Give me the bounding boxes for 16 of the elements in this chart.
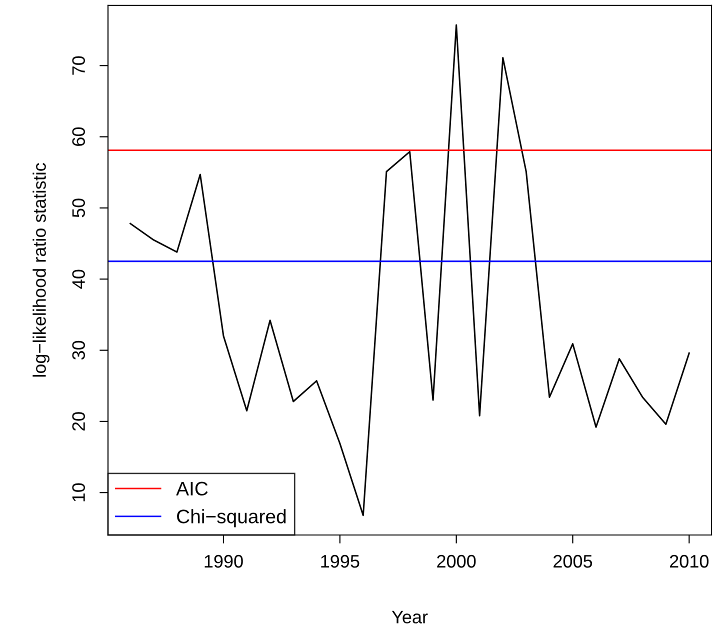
y-tick-label: 30: [72, 340, 85, 360]
x-axis-title: Year: [392, 610, 428, 624]
x-tick-label: 1990: [204, 554, 243, 568]
y-tick-label: 10: [72, 483, 85, 502]
legend-label: AIC: [176, 482, 208, 496]
y-tick-label: 70: [72, 56, 85, 75]
x-tick-label: 2010: [670, 554, 709, 568]
legend-label: Chi−squared: [177, 509, 286, 528]
y-tick-label: 50: [72, 198, 85, 218]
y-tick-label: 20: [72, 412, 85, 431]
y-tick-label: 40: [72, 270, 85, 289]
x-tick-label: 1995: [321, 554, 360, 568]
y-tick-label: 60: [72, 127, 85, 146]
x-tick-label: 2000: [437, 554, 476, 568]
x-tick-label: 2005: [554, 554, 592, 568]
y-axis-title: log−likelihood ratio statistic: [32, 163, 50, 377]
